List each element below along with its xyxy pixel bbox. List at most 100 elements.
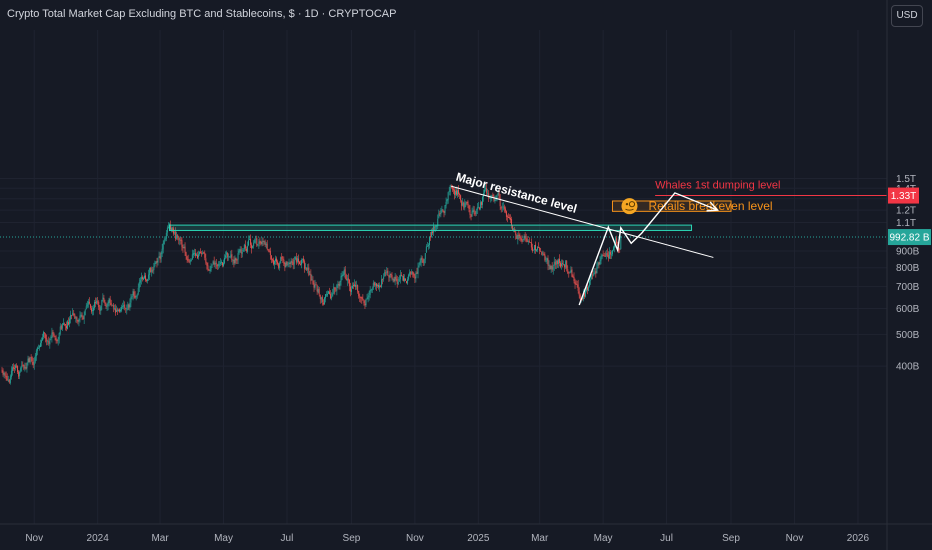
candle	[315, 281, 317, 286]
candle	[232, 259, 234, 265]
candle-body	[270, 255, 272, 260]
candle	[257, 243, 259, 247]
candle-body	[601, 255, 603, 258]
candle-body	[546, 257, 548, 261]
candle	[506, 214, 508, 223]
candle-body	[312, 280, 314, 284]
candle-body	[101, 299, 103, 306]
candle-body	[71, 315, 73, 317]
emoji-monocle	[628, 201, 636, 208]
candle-body	[229, 256, 231, 258]
candle-body	[539, 247, 541, 251]
x-tick-label: Jul	[281, 533, 294, 544]
candle-body	[25, 367, 27, 369]
candle	[207, 262, 209, 272]
candle	[233, 256, 235, 268]
candle	[197, 251, 198, 259]
candle-body	[438, 213, 440, 219]
candle	[43, 330, 45, 340]
candle-body	[81, 314, 83, 318]
candle	[88, 297, 90, 305]
candle-body	[151, 269, 153, 273]
candle-body	[54, 336, 56, 338]
candle	[520, 236, 522, 242]
candle-body	[211, 264, 213, 266]
candle	[614, 244, 616, 253]
y-tick-label: 1.1T	[896, 218, 916, 229]
candle	[84, 308, 86, 316]
candle-body	[575, 283, 577, 285]
candle	[393, 276, 395, 283]
candle-body	[458, 189, 460, 194]
candle	[239, 246, 241, 253]
candle-body	[496, 195, 498, 200]
candle-body	[406, 281, 408, 283]
candle	[358, 290, 360, 299]
candle-body	[561, 263, 562, 266]
candle-body	[89, 304, 91, 308]
candle	[219, 258, 221, 267]
candle	[473, 206, 475, 216]
candle-body	[274, 260, 275, 265]
candle-body	[20, 368, 22, 372]
candle	[415, 271, 417, 283]
candle	[300, 260, 301, 266]
candle-body	[32, 362, 34, 365]
candle-body	[365, 299, 367, 306]
x-tick-label: May	[214, 533, 233, 544]
candle-body	[599, 260, 601, 265]
candle	[53, 332, 55, 338]
candle-body	[444, 205, 446, 213]
currency-button[interactable]: USD	[891, 5, 923, 27]
candle	[366, 293, 368, 300]
candle-body	[411, 271, 413, 274]
candle-body	[392, 278, 394, 280]
candle-body	[583, 293, 585, 297]
whales-price-badge	[888, 187, 919, 204]
candle-body	[167, 226, 169, 228]
candle-body	[251, 244, 253, 249]
candle-body	[79, 315, 81, 319]
candle-body	[572, 276, 574, 278]
candle	[553, 256, 555, 271]
candle-body	[209, 270, 211, 271]
candle	[517, 232, 519, 245]
candle	[465, 201, 467, 208]
candle	[171, 226, 172, 233]
candle	[114, 304, 116, 316]
candle-body	[420, 257, 422, 263]
candle-body	[159, 256, 161, 260]
candle-body	[30, 356, 32, 358]
candle-body	[212, 261, 214, 265]
candle-body	[391, 275, 393, 279]
candle	[335, 287, 337, 292]
candle-body	[261, 241, 263, 245]
candle-body	[95, 301, 97, 304]
candle	[560, 261, 561, 269]
candle	[165, 229, 167, 242]
candle	[501, 202, 503, 213]
candle-body	[352, 285, 353, 289]
candle-body	[350, 289, 352, 292]
candle	[353, 282, 354, 290]
candle-body	[373, 282, 375, 286]
candle	[272, 257, 274, 266]
candle-body	[500, 206, 502, 209]
candle-body	[346, 278, 348, 281]
candle	[576, 280, 578, 288]
candle	[266, 240, 268, 251]
candle	[150, 266, 152, 273]
candle-body	[489, 197, 491, 199]
candle	[244, 240, 246, 251]
candle-body	[291, 261, 293, 263]
x-tick-label: 2024	[87, 533, 110, 544]
candle	[414, 273, 416, 283]
candle	[121, 304, 123, 313]
candle-body	[49, 339, 51, 345]
candle-body	[285, 262, 287, 267]
candle	[521, 234, 523, 244]
candle	[27, 355, 29, 366]
candle-body	[64, 324, 66, 326]
candle	[223, 259, 224, 268]
